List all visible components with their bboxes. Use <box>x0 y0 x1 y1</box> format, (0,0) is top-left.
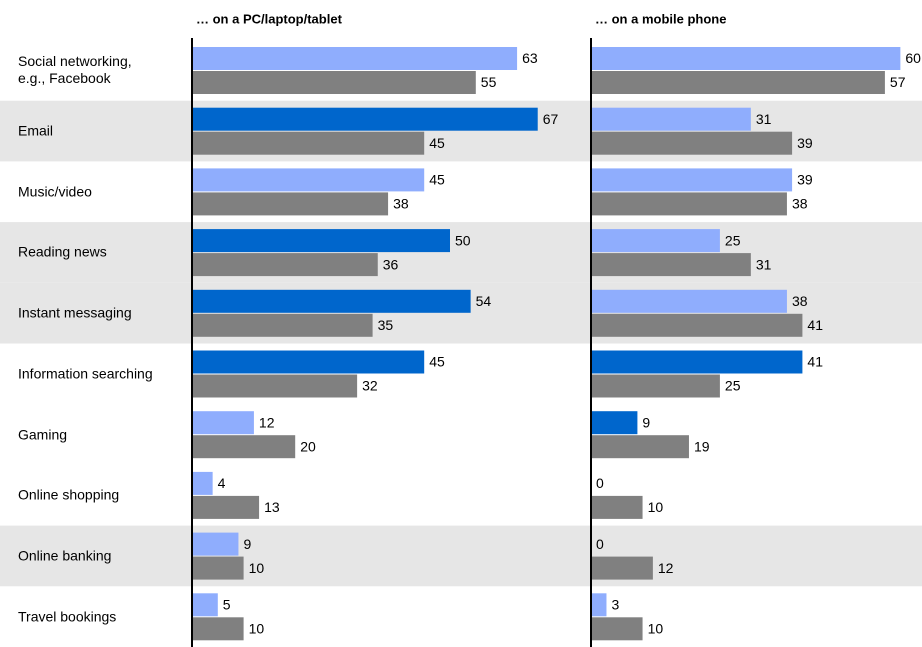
bar <box>591 556 653 580</box>
category-label: Music/video <box>18 183 92 200</box>
panel-title: … on a mobile phone <box>595 11 726 26</box>
row-band <box>0 525 922 587</box>
value-label: 45 <box>429 135 445 151</box>
bar <box>591 374 720 398</box>
bar <box>591 289 787 313</box>
value-label: 10 <box>249 560 265 576</box>
value-label: 38 <box>393 196 409 212</box>
bar <box>192 532 239 556</box>
value-label: 41 <box>807 354 823 370</box>
value-label: 0 <box>596 536 604 552</box>
bar <box>192 556 244 580</box>
value-label: 38 <box>792 196 808 212</box>
bar <box>591 435 689 459</box>
value-label: 50 <box>455 232 471 248</box>
category-label: Information searching <box>18 365 153 382</box>
bar <box>192 593 218 617</box>
category-label: Online shopping <box>18 486 120 503</box>
bar <box>591 131 793 155</box>
bar <box>192 495 260 519</box>
value-label: 35 <box>378 317 394 333</box>
value-label: 45 <box>429 354 445 370</box>
value-label: 63 <box>522 50 538 66</box>
value-label: 13 <box>264 499 280 515</box>
bar <box>192 350 425 374</box>
value-label: 5 <box>223 597 231 613</box>
row-band <box>0 222 922 283</box>
bar <box>192 313 373 337</box>
bar <box>192 411 254 435</box>
bar <box>192 374 358 398</box>
bar <box>591 107 751 131</box>
value-label: 10 <box>249 621 265 637</box>
bar <box>192 107 538 131</box>
value-label: 31 <box>756 111 772 127</box>
bar <box>192 617 244 641</box>
value-label: 12 <box>658 560 674 576</box>
bar <box>192 289 471 313</box>
bar <box>192 253 378 277</box>
category-label: Email <box>18 122 54 139</box>
value-label: 12 <box>259 414 275 430</box>
value-label: 10 <box>648 499 664 515</box>
bar <box>192 192 389 216</box>
bar <box>192 71 476 94</box>
bar <box>192 168 425 192</box>
bar <box>591 192 787 216</box>
value-label: 39 <box>797 135 813 151</box>
category-label: Social networking, e.g., Facebook <box>18 53 132 87</box>
value-label: 3 <box>611 597 619 613</box>
category-label: Instant messaging <box>18 304 132 321</box>
value-label: 25 <box>725 378 741 394</box>
value-label: 9 <box>642 414 650 430</box>
value-label: 25 <box>725 232 741 248</box>
bar <box>192 435 296 459</box>
value-label: 55 <box>481 74 497 90</box>
bar <box>591 229 720 253</box>
value-label: 45 <box>429 172 445 188</box>
panel-title: … on a PC/laptop/tablet <box>196 11 343 26</box>
category-label: Gaming <box>18 426 68 443</box>
bar <box>591 71 885 94</box>
bar <box>591 495 643 519</box>
value-label: 57 <box>890 74 906 90</box>
bar <box>591 253 751 277</box>
value-label: 20 <box>300 438 316 454</box>
value-label: 54 <box>476 293 492 309</box>
bar <box>192 131 425 155</box>
category-label: Online banking <box>18 547 112 564</box>
bar <box>591 168 793 192</box>
value-label: 9 <box>243 536 251 552</box>
bar <box>591 617 643 641</box>
bar <box>591 47 901 70</box>
value-label: 39 <box>797 172 813 188</box>
category-label: Travel bookings <box>18 608 117 625</box>
value-label: 10 <box>648 621 664 637</box>
value-label: 4 <box>218 475 226 491</box>
bar <box>192 471 213 495</box>
value-label: 67 <box>543 111 559 127</box>
bar <box>591 350 803 374</box>
value-label: 38 <box>792 293 808 309</box>
bar <box>192 229 450 253</box>
value-label: 36 <box>383 256 399 272</box>
value-label: 31 <box>756 256 772 272</box>
bar <box>192 47 518 70</box>
bar <box>591 593 607 617</box>
category-label: Reading news <box>18 243 107 260</box>
value-label: 60 <box>905 50 921 66</box>
bar <box>591 411 638 435</box>
value-label: 19 <box>694 438 710 454</box>
value-label: 41 <box>807 317 823 333</box>
bar <box>591 313 803 337</box>
value-label: 0 <box>596 475 604 491</box>
value-label: 32 <box>362 378 378 394</box>
